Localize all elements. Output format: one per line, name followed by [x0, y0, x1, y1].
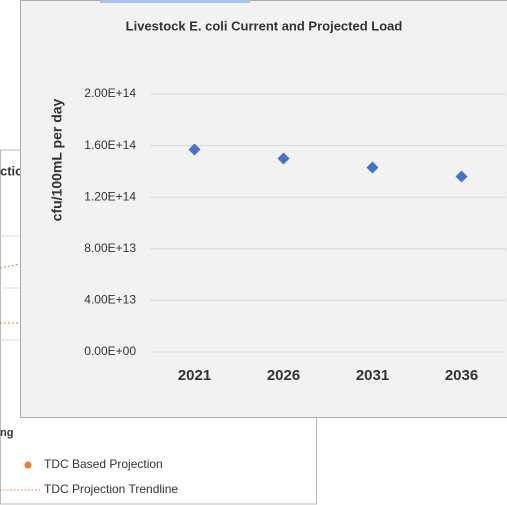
y-axis-title: cfu/100mL per day — [49, 98, 65, 221]
y-tick-label: 1.60E+14 — [84, 138, 136, 152]
x-tick-label: 2031 — [356, 367, 389, 384]
chart-title: Livestock E. coli Current and Projected … — [126, 18, 403, 33]
back-trend-fragment — [0, 263, 21, 269]
x-tick-label: 2036 — [445, 367, 478, 384]
tab-edge — [100, 0, 250, 3]
y-tick-label: 0.00E+00 — [84, 344, 136, 358]
y-tick-label: 1.20E+14 — [84, 189, 136, 203]
x-tick-label: 2026 — [267, 367, 300, 384]
back-legend-title: ng — [0, 427, 13, 439]
legend-marker — [24, 461, 32, 469]
chart-panel — [20, 0, 507, 418]
back-chart-title: ctio — [0, 163, 23, 178]
x-tick-label: 2021 — [178, 367, 211, 384]
point — [366, 161, 379, 174]
y-tick-label: 4.00E+13 — [84, 293, 136, 307]
point — [188, 143, 201, 156]
legend-label: TDC Based Projection — [44, 457, 163, 471]
y-tick-label: 2.00E+14 — [84, 86, 136, 100]
point — [277, 152, 290, 165]
point — [455, 170, 468, 183]
y-tick-label: 8.00E+13 — [84, 241, 136, 255]
legend-label: TDC Projection Trendline — [44, 482, 178, 496]
